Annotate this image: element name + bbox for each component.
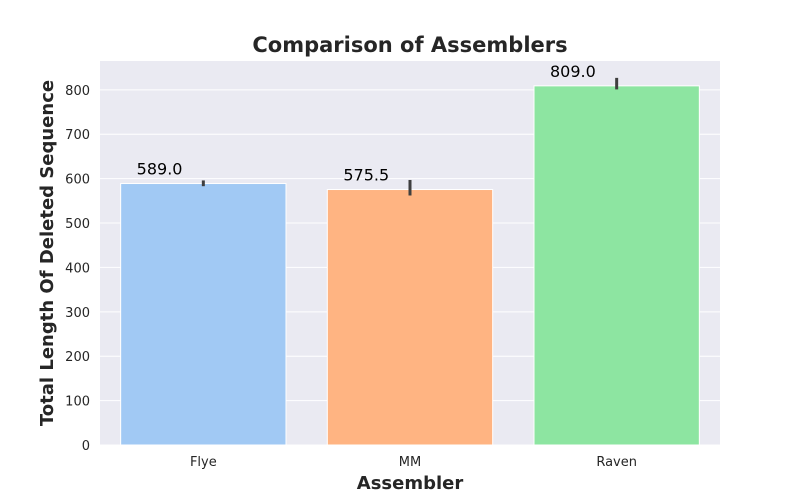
data-labels: 589.0 575.5 809.0 bbox=[137, 62, 596, 185]
y-tick-label: 600 bbox=[65, 173, 90, 188]
y-tick-label: 300 bbox=[65, 306, 90, 321]
y-axis-ticks: 0 100 200 300 400 500 600 700 800 bbox=[65, 84, 90, 454]
y-tick-label: 200 bbox=[65, 350, 90, 365]
y-tick-label: 800 bbox=[65, 84, 90, 99]
data-label: 575.5 bbox=[343, 166, 389, 185]
chart-title: Comparison of Assemblers bbox=[252, 33, 567, 57]
x-tick-label: MM bbox=[399, 455, 421, 470]
y-tick-label: 500 bbox=[65, 217, 90, 232]
y-tick-label: 700 bbox=[65, 128, 90, 143]
y-tick-label: 100 bbox=[65, 395, 90, 410]
x-tick-label: Raven bbox=[596, 455, 637, 470]
x-axis-ticks: Flye MM Raven bbox=[190, 455, 637, 470]
bar bbox=[533, 85, 700, 446]
x-tick-label: Flye bbox=[190, 455, 217, 470]
bars bbox=[120, 85, 700, 446]
bar bbox=[326, 189, 494, 446]
x-axis-label: Assembler bbox=[357, 473, 464, 494]
data-label: 589.0 bbox=[137, 160, 183, 179]
y-tick-label: 400 bbox=[65, 261, 90, 276]
error-bars bbox=[201, 77, 619, 196]
data-label: 809.0 bbox=[550, 62, 596, 81]
y-axis-label: Total Length Of Deleted Sequence bbox=[37, 80, 58, 426]
y-tick-label: 0 bbox=[82, 439, 90, 454]
bar bbox=[120, 183, 287, 446]
